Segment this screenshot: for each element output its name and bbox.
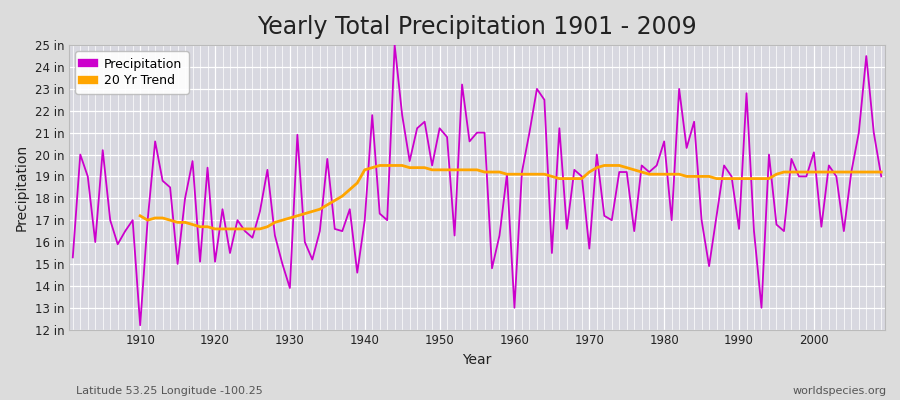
Precipitation	[876, 174, 886, 179]
Legend: Precipitation, 20 Yr Trend: Precipitation, 20 Yr Trend	[76, 51, 188, 94]
20 Yr Trend	[210, 226, 220, 231]
Precipitation	[68, 255, 78, 260]
20 Yr Trend	[284, 216, 295, 220]
Precipitation	[524, 130, 535, 135]
Y-axis label: Precipitation: Precipitation	[15, 144, 29, 231]
Title: Yearly Total Precipitation 1901 - 2009: Yearly Total Precipitation 1901 - 2009	[257, 15, 697, 39]
Line: 20 Yr Trend: 20 Yr Trend	[140, 166, 881, 229]
Precipitation	[345, 207, 356, 212]
20 Yr Trend	[135, 213, 146, 218]
Text: worldspecies.org: worldspecies.org	[792, 386, 886, 396]
20 Yr Trend	[853, 170, 864, 174]
20 Yr Trend	[831, 170, 842, 174]
20 Yr Trend	[876, 170, 886, 174]
Line: Precipitation: Precipitation	[73, 45, 881, 325]
20 Yr Trend	[374, 163, 385, 168]
Precipitation	[614, 170, 625, 174]
20 Yr Trend	[532, 172, 543, 177]
20 Yr Trend	[591, 165, 602, 170]
Precipitation	[127, 218, 138, 222]
20 Yr Trend	[314, 207, 325, 212]
Precipitation	[300, 240, 310, 244]
Precipitation	[390, 43, 400, 48]
Precipitation	[135, 323, 146, 328]
X-axis label: Year: Year	[463, 353, 491, 367]
Text: Latitude 53.25 Longitude -100.25: Latitude 53.25 Longitude -100.25	[76, 386, 263, 396]
Precipitation	[517, 170, 527, 174]
